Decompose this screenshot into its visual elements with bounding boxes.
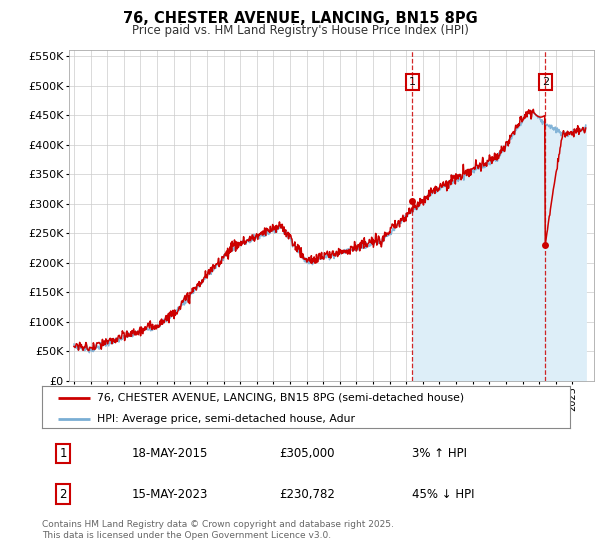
Text: 15-MAY-2023: 15-MAY-2023 [132, 488, 208, 501]
Text: Contains HM Land Registry data © Crown copyright and database right 2025.
This d: Contains HM Land Registry data © Crown c… [42, 520, 394, 540]
Text: £305,000: £305,000 [280, 447, 335, 460]
Text: 2: 2 [542, 77, 549, 87]
Text: 3% ↑ HPI: 3% ↑ HPI [412, 447, 467, 460]
Text: HPI: Average price, semi-detached house, Adur: HPI: Average price, semi-detached house,… [97, 414, 355, 424]
Text: 18-MAY-2015: 18-MAY-2015 [132, 447, 208, 460]
Text: 1: 1 [59, 447, 67, 460]
Text: 76, CHESTER AVENUE, LANCING, BN15 8PG: 76, CHESTER AVENUE, LANCING, BN15 8PG [122, 11, 478, 26]
Text: 1: 1 [409, 77, 416, 87]
Text: 76, CHESTER AVENUE, LANCING, BN15 8PG (semi-detached house): 76, CHESTER AVENUE, LANCING, BN15 8PG (s… [97, 393, 464, 403]
Text: Price paid vs. HM Land Registry's House Price Index (HPI): Price paid vs. HM Land Registry's House … [131, 24, 469, 36]
Text: £230,782: £230,782 [280, 488, 335, 501]
Text: 2: 2 [59, 488, 67, 501]
Text: 45% ↓ HPI: 45% ↓ HPI [412, 488, 474, 501]
